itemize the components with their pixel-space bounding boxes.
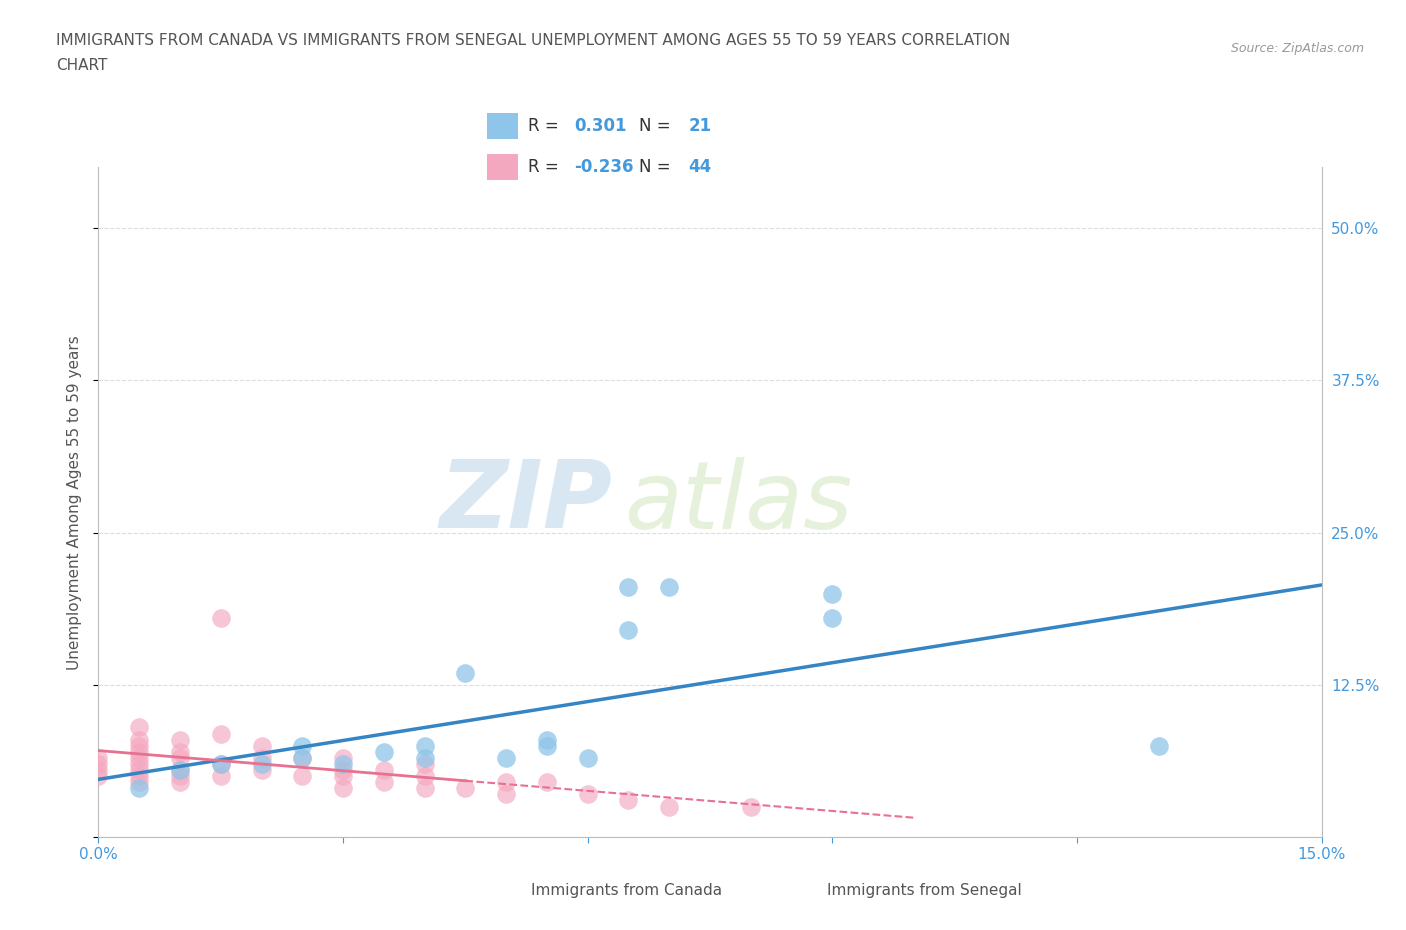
Text: Source: ZipAtlas.com: Source: ZipAtlas.com xyxy=(1230,42,1364,55)
Point xyxy=(413,781,436,796)
Point xyxy=(209,726,232,741)
Point xyxy=(128,751,150,765)
Point xyxy=(413,769,436,784)
Point xyxy=(373,763,395,777)
Point xyxy=(169,732,191,747)
Point xyxy=(250,756,273,771)
Point xyxy=(658,799,681,814)
Text: CHART: CHART xyxy=(56,58,108,73)
Text: IMMIGRANTS FROM CANADA VS IMMIGRANTS FROM SENEGAL UNEMPLOYMENT AMONG AGES 55 TO : IMMIGRANTS FROM CANADA VS IMMIGRANTS FRO… xyxy=(56,33,1011,47)
Point xyxy=(740,799,762,814)
Point xyxy=(495,775,517,790)
Point xyxy=(495,787,517,802)
Point xyxy=(291,751,314,765)
Point xyxy=(87,756,110,771)
Text: 21: 21 xyxy=(689,117,711,135)
Point xyxy=(373,775,395,790)
Point xyxy=(128,781,150,796)
Point xyxy=(128,738,150,753)
Point xyxy=(209,756,232,771)
Point xyxy=(658,580,681,595)
Text: ZIP: ZIP xyxy=(439,457,612,548)
Point xyxy=(250,763,273,777)
Point xyxy=(617,622,640,637)
Point xyxy=(87,751,110,765)
Point xyxy=(128,756,150,771)
Point xyxy=(576,751,599,765)
Point xyxy=(291,751,314,765)
Point xyxy=(209,769,232,784)
Text: R =: R = xyxy=(527,158,564,176)
Point xyxy=(373,744,395,759)
Point xyxy=(169,763,191,777)
Point xyxy=(87,769,110,784)
Point xyxy=(617,793,640,808)
Point xyxy=(332,751,354,765)
Point xyxy=(413,751,436,765)
Point xyxy=(332,756,354,771)
Y-axis label: Unemployment Among Ages 55 to 59 years: Unemployment Among Ages 55 to 59 years xyxy=(67,335,83,670)
Point xyxy=(454,781,477,796)
FancyBboxPatch shape xyxy=(488,153,519,180)
Point xyxy=(1147,738,1170,753)
Point xyxy=(209,756,232,771)
Point xyxy=(495,751,517,765)
Text: atlas: atlas xyxy=(624,457,852,548)
Point xyxy=(87,763,110,777)
Point xyxy=(291,738,314,753)
Point xyxy=(209,610,232,625)
Point xyxy=(169,751,191,765)
Point xyxy=(128,769,150,784)
Point xyxy=(617,580,640,595)
Point xyxy=(250,751,273,765)
Point xyxy=(332,769,354,784)
Text: -0.236: -0.236 xyxy=(574,158,634,176)
Point xyxy=(536,775,558,790)
Point xyxy=(128,744,150,759)
Text: Immigrants from Senegal: Immigrants from Senegal xyxy=(827,883,1022,897)
Text: 44: 44 xyxy=(689,158,711,176)
FancyBboxPatch shape xyxy=(488,113,519,140)
Point xyxy=(413,756,436,771)
Point xyxy=(128,775,150,790)
Point xyxy=(332,781,354,796)
Text: Immigrants from Canada: Immigrants from Canada xyxy=(531,883,723,897)
Text: R =: R = xyxy=(527,117,564,135)
Point xyxy=(413,738,436,753)
Point xyxy=(169,744,191,759)
Point xyxy=(821,610,844,625)
Text: N =: N = xyxy=(638,117,676,135)
Point xyxy=(576,787,599,802)
Point xyxy=(250,738,273,753)
Point xyxy=(332,763,354,777)
Point xyxy=(128,720,150,735)
Point xyxy=(291,769,314,784)
Point xyxy=(169,763,191,777)
Point xyxy=(128,763,150,777)
Point xyxy=(536,738,558,753)
Point xyxy=(169,769,191,784)
Point xyxy=(821,586,844,601)
Text: 0.301: 0.301 xyxy=(574,117,627,135)
Point xyxy=(536,732,558,747)
Point xyxy=(128,732,150,747)
Point xyxy=(454,665,477,680)
Point xyxy=(169,775,191,790)
Text: N =: N = xyxy=(638,158,676,176)
